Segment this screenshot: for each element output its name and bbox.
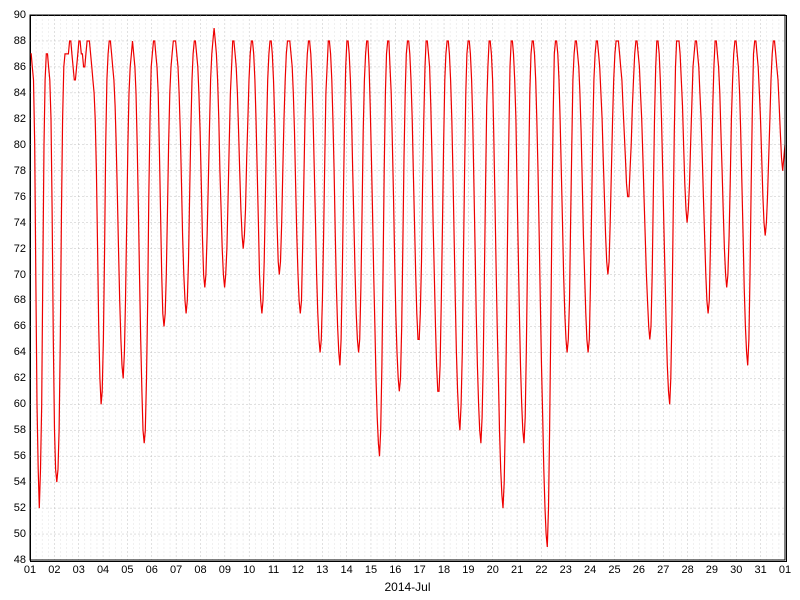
x-tick-label: 19 <box>462 564 474 576</box>
x-tick-label: 09 <box>219 564 231 576</box>
y-tick-label: 64 <box>0 346 26 358</box>
x-tick-label: 04 <box>97 564 109 576</box>
x-tick-label: 17 <box>414 564 426 576</box>
x-axis-title: 2014-Jul <box>384 580 430 594</box>
x-tick-label: 10 <box>243 564 255 576</box>
y-tick-label: 86 <box>0 61 26 73</box>
x-tick-label: 06 <box>146 564 158 576</box>
x-tick-label: 29 <box>706 564 718 576</box>
x-tick-label: 08 <box>194 564 206 576</box>
y-tick-label: 90 <box>0 9 26 21</box>
y-tick-label: 78 <box>0 165 26 177</box>
y-tick-label: 76 <box>0 191 26 203</box>
x-tick-label: 15 <box>365 564 377 576</box>
x-tick-label: 20 <box>487 564 499 576</box>
x-tick-label: 26 <box>633 564 645 576</box>
y-tick-label: 54 <box>0 476 26 488</box>
y-tick-label: 52 <box>0 502 26 514</box>
y-tick-label: 84 <box>0 87 26 99</box>
x-tick-label: 16 <box>389 564 401 576</box>
x-tick-label: 28 <box>681 564 693 576</box>
x-tick-label: 07 <box>170 564 182 576</box>
plot-svg <box>0 0 800 600</box>
x-tick-label: 31 <box>755 564 767 576</box>
x-tick-label: 27 <box>657 564 669 576</box>
x-tick-label: 12 <box>292 564 304 576</box>
x-tick-label: 24 <box>584 564 596 576</box>
y-tick-label: 48 <box>0 554 26 566</box>
x-tick-label: 18 <box>438 564 450 576</box>
y-tick-label: 66 <box>0 320 26 332</box>
x-tick-label: 23 <box>560 564 572 576</box>
y-tick-label: 62 <box>0 372 26 384</box>
y-tick-label: 80 <box>0 139 26 151</box>
y-tick-label: 88 <box>0 35 26 47</box>
y-tick-label: 60 <box>0 398 26 410</box>
x-tick-label: 11 <box>268 564 279 576</box>
y-tick-label: 82 <box>0 113 26 125</box>
x-tick-label: 21 <box>511 564 523 576</box>
y-tick-label: 58 <box>0 424 26 436</box>
y-tick-label: 70 <box>0 269 26 281</box>
y-tick-label: 56 <box>0 450 26 462</box>
x-tick-label: 03 <box>73 564 85 576</box>
x-tick-label: 14 <box>340 564 352 576</box>
y-tick-label: 68 <box>0 294 26 306</box>
y-tick-label: 50 <box>0 528 26 540</box>
y-tick-label: 74 <box>0 217 26 229</box>
x-tick-label: 05 <box>121 564 133 576</box>
chart-container: 2014-Jul 48 50 52 54 56 58 60 62 64 66 68 70 72 74 76 7… <box>0 0 800 600</box>
x-tick-label: 22 <box>535 564 547 576</box>
x-tick-label: 30 <box>730 564 742 576</box>
x-tick-label: 02 <box>48 564 60 576</box>
x-tick-label: 01 <box>779 564 791 576</box>
y-tick-label: 72 <box>0 243 26 255</box>
x-tick-label: 01 <box>24 564 36 576</box>
x-tick-label: 25 <box>608 564 620 576</box>
x-tick-label: 13 <box>316 564 328 576</box>
